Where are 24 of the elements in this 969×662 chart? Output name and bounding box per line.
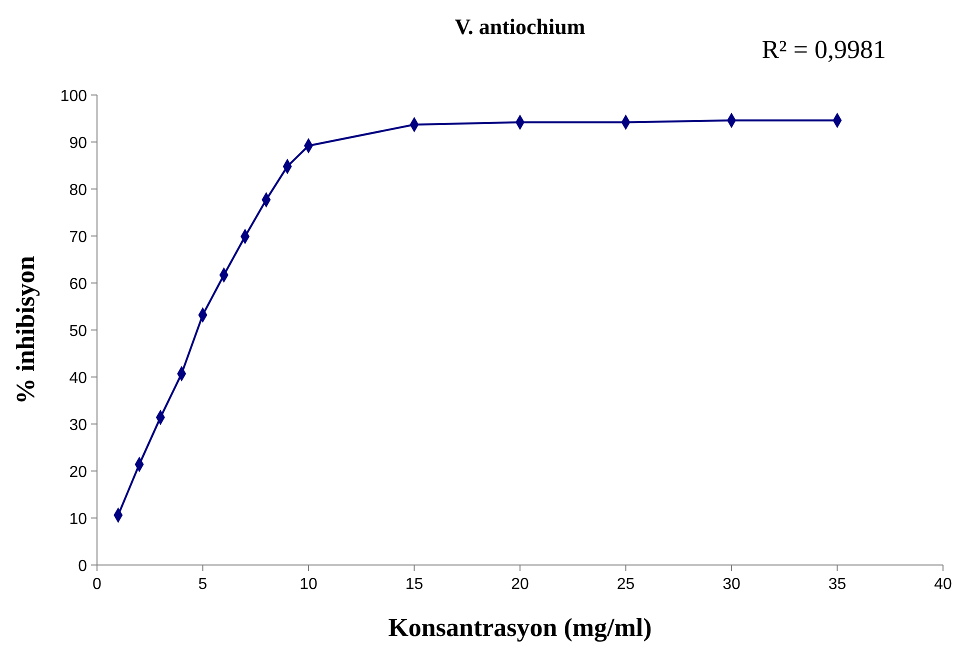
x-tick-label: 25 — [616, 576, 635, 593]
y-tick-label: 30 — [69, 417, 88, 434]
y-tick-label: 90 — [69, 135, 88, 152]
y-axis-title: % inhibisyon — [11, 255, 40, 404]
x-tick-label: 15 — [405, 576, 424, 593]
text: R² = 0,9981 — [762, 35, 886, 64]
x-tick-label: 10 — [300, 576, 318, 593]
y-tick-label: 10 — [69, 511, 88, 528]
x-tick-label: 40 — [934, 576, 952, 593]
y-tick-label: 40 — [69, 370, 88, 387]
x-tick-label: 20 — [511, 576, 529, 593]
y-tick-label: 20 — [69, 464, 88, 481]
y-tick-label: 0 — [78, 558, 88, 575]
x-tick-label: 30 — [722, 576, 740, 593]
y-tick-label: 50 — [69, 323, 88, 340]
x-tick-label: 5 — [198, 576, 208, 593]
chart-title: V. antiochium — [454, 14, 586, 39]
x-axis-title: Konsantrasyon (mg/ml) — [388, 613, 652, 642]
y-tick-label: 100 — [60, 88, 88, 105]
y-tick-label: 70 — [69, 229, 88, 246]
x-tick-label: 0 — [92, 576, 102, 593]
y-tick-label: 80 — [69, 182, 88, 199]
x-tick-label: 35 — [828, 576, 846, 593]
y-tick-label: 60 — [69, 276, 88, 293]
